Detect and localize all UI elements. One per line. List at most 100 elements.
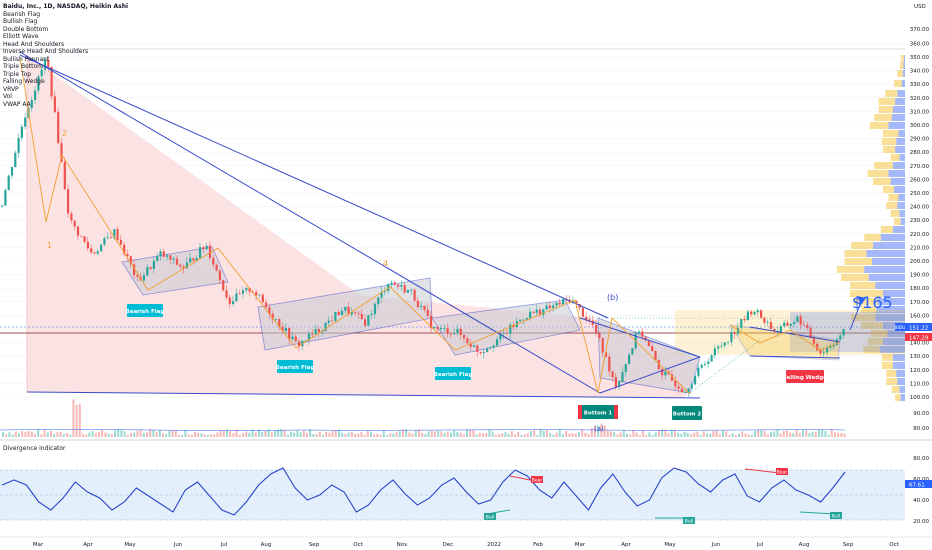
legend-item[interactable]: Bearish Flag bbox=[3, 10, 41, 18]
volume-bar bbox=[722, 430, 724, 437]
candle-body bbox=[400, 285, 403, 287]
candle-body bbox=[298, 341, 301, 347]
candle-body bbox=[373, 303, 377, 315]
volume-bar bbox=[165, 434, 168, 437]
oscillator-tick-label: 40.00 bbox=[913, 498, 929, 504]
candle-body bbox=[410, 289, 413, 291]
candle-body bbox=[40, 69, 43, 77]
time-tick-label: Jun bbox=[173, 542, 183, 548]
bearish-flag-label-2[interactable]: Bearish Flag bbox=[276, 360, 315, 373]
candle-body bbox=[416, 300, 419, 308]
volume-bar bbox=[571, 433, 574, 437]
candle-body bbox=[288, 328, 291, 340]
volume-bar bbox=[94, 433, 97, 437]
candle-body bbox=[76, 226, 80, 236]
volume-bar bbox=[642, 430, 644, 437]
candle-body bbox=[321, 331, 324, 333]
candle-body bbox=[136, 275, 139, 277]
time-tick-label: Jun bbox=[711, 542, 721, 548]
vrvp-histogram bbox=[675, 55, 905, 401]
legend-item[interactable]: Bullish Pennant bbox=[3, 55, 50, 63]
candle-body bbox=[1, 205, 4, 207]
flag-channel bbox=[121, 246, 229, 296]
candle-body bbox=[73, 220, 76, 227]
volume-bar bbox=[254, 432, 257, 437]
candle-body bbox=[502, 332, 505, 334]
bottom-2-label[interactable]: Bottom 2 bbox=[672, 406, 702, 420]
candle-body bbox=[185, 262, 188, 269]
candle-body bbox=[354, 312, 357, 314]
bearish-divergence-line bbox=[744, 468, 781, 474]
bottom-1-label[interactable]: Bottom 1 bbox=[578, 405, 618, 419]
bearish-flag-label-3[interactable]: Bearish Flag bbox=[434, 367, 473, 380]
volume-bar bbox=[670, 429, 673, 437]
volume-bar bbox=[386, 434, 388, 437]
volume-bar bbox=[635, 432, 638, 437]
candle-body bbox=[116, 229, 119, 240]
candle-body bbox=[703, 363, 707, 365]
candle-body bbox=[687, 388, 690, 393]
bull-tag-text: Bull bbox=[832, 513, 840, 519]
legend-item[interactable]: Vol bbox=[3, 93, 12, 100]
legend-item[interactable]: Falling Wedge bbox=[3, 78, 45, 85]
candle-body bbox=[34, 90, 37, 100]
oscillator-tick-label: 20.00 bbox=[913, 519, 929, 525]
volume-bar bbox=[158, 430, 161, 437]
volume-bar bbox=[462, 434, 465, 437]
vrvp-bar-up bbox=[877, 298, 905, 305]
candle-body bbox=[548, 305, 551, 309]
volume-bar bbox=[622, 430, 625, 437]
legend-item[interactable]: Head And Shoulders bbox=[3, 40, 65, 48]
candle-body bbox=[109, 237, 113, 239]
volume-bar bbox=[680, 433, 683, 437]
candle-body bbox=[826, 347, 829, 353]
candle-body bbox=[763, 317, 766, 323]
volume-bar bbox=[62, 434, 65, 437]
falling-wedge-label[interactable]: Falling Wedge bbox=[783, 370, 827, 383]
legend-item[interactable]: Bullish Flag bbox=[3, 18, 38, 25]
volume-bar bbox=[226, 429, 228, 437]
vrvp-bar-down bbox=[867, 338, 883, 345]
volume-bar bbox=[677, 432, 680, 437]
legend-item[interactable]: VRVP bbox=[3, 85, 19, 93]
volume-bar bbox=[27, 430, 30, 437]
volume-bar bbox=[776, 429, 779, 437]
legend-item[interactable]: VWAP AA bbox=[3, 100, 31, 108]
candle-body bbox=[248, 288, 251, 292]
volume-bar bbox=[805, 430, 808, 437]
vrvp-bar-up bbox=[866, 250, 905, 257]
volume-bar bbox=[248, 432, 251, 437]
legend-item[interactable]: Triple Top bbox=[3, 70, 32, 78]
candle-body bbox=[476, 345, 479, 352]
legend-item[interactable]: Triple Bottom bbox=[3, 63, 43, 70]
bearish-flag-label-1[interactable]: Bearish Flag bbox=[126, 304, 165, 317]
candle-body bbox=[327, 320, 330, 323]
candle-body bbox=[766, 322, 769, 324]
volume-bar bbox=[552, 434, 555, 437]
candle-body bbox=[496, 339, 499, 346]
volume-bar bbox=[40, 434, 43, 437]
candle-body bbox=[832, 344, 835, 347]
bull-tag bbox=[484, 513, 496, 520]
legend-item[interactable]: Inverse Head And Shoulders bbox=[3, 48, 89, 55]
candle-body bbox=[245, 288, 248, 291]
volume-bar bbox=[85, 434, 88, 437]
legend-item[interactable]: Double Bottom bbox=[3, 25, 49, 33]
price-tick-label: 220.00 bbox=[910, 232, 930, 238]
bear-tag bbox=[531, 476, 543, 483]
volume-bar bbox=[555, 432, 558, 437]
vrvp-bar-up bbox=[901, 80, 905, 87]
vrvp-bar-down bbox=[844, 250, 867, 257]
volume-bar bbox=[683, 431, 686, 437]
volume-bar bbox=[210, 434, 212, 437]
candle-body bbox=[413, 289, 416, 301]
vrvp-bar-up bbox=[903, 62, 905, 69]
candle-body bbox=[505, 332, 509, 334]
volume-bars bbox=[0, 399, 846, 437]
volume-bar bbox=[341, 432, 344, 437]
volume-bar bbox=[238, 434, 241, 437]
volume-bar bbox=[366, 430, 369, 437]
legend-item[interactable]: Elliott Wave bbox=[3, 33, 39, 40]
volume-bar bbox=[699, 434, 702, 437]
candle-body bbox=[730, 331, 733, 342]
